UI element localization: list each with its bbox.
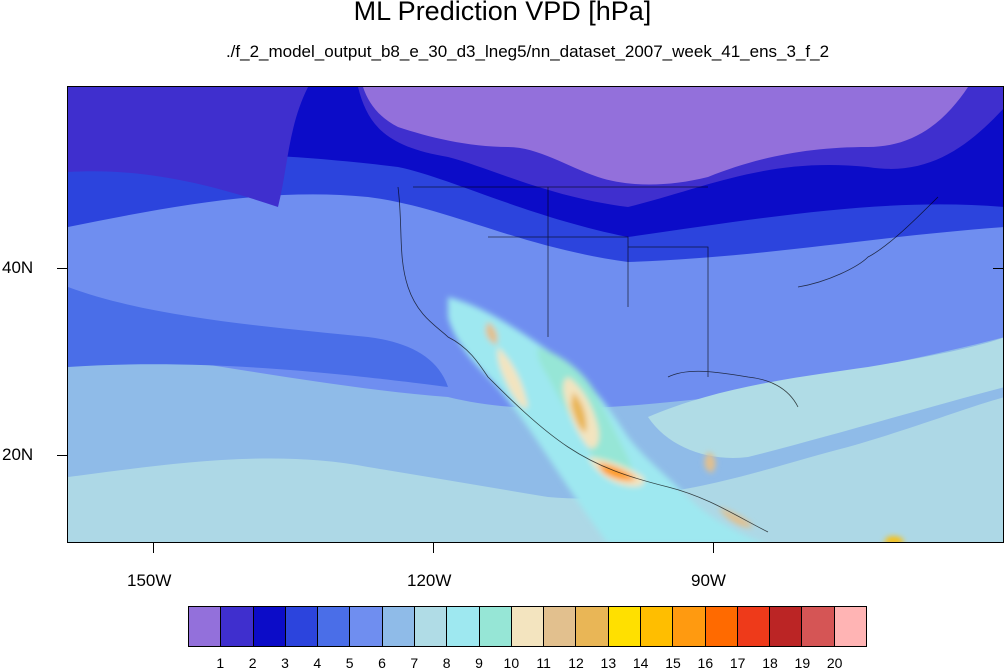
colorbar-swatch xyxy=(382,607,415,646)
lat-label-40n: 40N xyxy=(2,258,34,277)
colorbar-swatch xyxy=(544,607,577,646)
colorbar-swatch xyxy=(414,607,448,646)
lon-label-150w: 150W xyxy=(127,571,172,590)
map-plot xyxy=(67,86,1004,543)
colorbar-swatch xyxy=(479,607,512,646)
lon-label-120w: 120W xyxy=(407,571,452,590)
colorbar-swatch xyxy=(673,607,706,646)
colorbar-swatch xyxy=(318,607,351,646)
colorbar-label: 9 xyxy=(475,655,483,671)
colorbar-label: 3 xyxy=(281,655,289,671)
colorbar-swatch xyxy=(253,607,286,646)
colorbar-label: 19 xyxy=(794,655,811,671)
colorbar-label: 20 xyxy=(826,655,843,671)
colorbar xyxy=(188,606,867,647)
colorbar-swatch xyxy=(640,607,674,646)
colorbar-swatch xyxy=(834,607,866,646)
colorbar-label: 1 xyxy=(216,655,225,671)
map-subtitle: ./f_2_model_output_b8_e_30_d3_lneg5/nn_d… xyxy=(225,42,830,61)
colorbar-label: 5 xyxy=(345,655,354,671)
colorbar-label: 11 xyxy=(536,655,551,671)
colorbar-swatch xyxy=(705,607,738,646)
colorbar-label: 18 xyxy=(762,655,778,671)
colorbar-swatch xyxy=(576,607,609,646)
colorbar-label: 6 xyxy=(378,655,386,671)
colorbar-label: 15 xyxy=(665,655,681,671)
colorbar-label: 16 xyxy=(697,655,714,671)
map-title: ML Prediction VPD [hPa] xyxy=(353,0,652,26)
colorbar-swatch xyxy=(737,607,771,646)
colorbar-label: 10 xyxy=(503,655,520,671)
colorbar-swatch xyxy=(802,607,835,646)
colorbar-label: 7 xyxy=(410,655,419,671)
colorbar-label: 12 xyxy=(568,655,584,671)
colorbar-label: 17 xyxy=(729,655,746,671)
colorbar-swatch xyxy=(285,607,319,646)
colorbar-swatch xyxy=(511,607,545,646)
colorbar-label: 4 xyxy=(313,655,322,671)
colorbar-swatch xyxy=(221,607,254,646)
colorbar-swatch xyxy=(770,607,803,646)
colorbar-label: 13 xyxy=(600,655,617,671)
colorbar-label: 14 xyxy=(632,655,649,671)
colorbar-swatch xyxy=(189,607,222,646)
colorbar-swatch xyxy=(350,607,383,646)
lat-label-20n: 20N xyxy=(2,445,34,464)
colorbar-label: 2 xyxy=(248,655,257,671)
colorbar-swatch xyxy=(447,607,480,646)
vpd-field-map xyxy=(68,87,1003,542)
colorbar-label: 8 xyxy=(442,655,451,671)
lon-label-90w: 90W xyxy=(691,571,726,590)
colorbar-swatch xyxy=(608,607,641,646)
